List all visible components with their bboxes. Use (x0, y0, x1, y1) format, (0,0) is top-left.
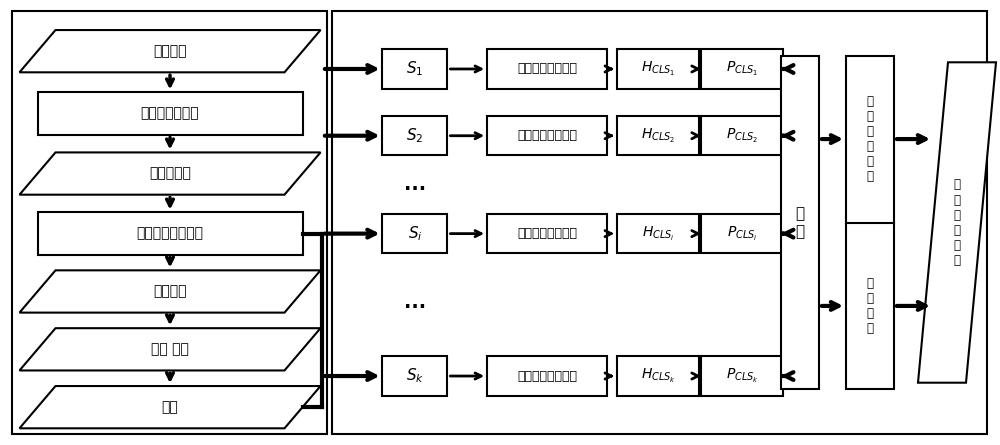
Text: 母句: 母句 (162, 400, 178, 414)
Text: 确
定
抽
取
文
本: 确 定 抽 取 文 本 (866, 95, 874, 183)
Text: 去
重
拼
接: 去 重 拼 接 (866, 277, 874, 335)
Bar (617, 356, 699, 396)
Polygon shape (20, 328, 320, 370)
Bar (701, 116, 783, 155)
Polygon shape (20, 152, 320, 195)
Bar (382, 116, 447, 155)
Bar (701, 356, 783, 396)
Text: ...: ... (404, 293, 426, 312)
Polygon shape (918, 62, 996, 383)
Bar (12, 11, 327, 434)
Text: $H_{CLS_{2}}$: $H_{CLS_{2}}$ (641, 127, 675, 145)
Polygon shape (20, 271, 320, 312)
Bar (487, 49, 607, 89)
Text: $S_{2}$: $S_{2}$ (406, 126, 424, 145)
Bar (38, 213, 302, 255)
Text: 无标点文本: 无标点文本 (149, 166, 191, 181)
Text: ...: ... (404, 175, 426, 194)
Bar (487, 116, 607, 155)
Text: $P_{CLS_{i}}$: $P_{CLS_{i}}$ (727, 225, 757, 243)
Bar (382, 214, 447, 253)
Text: 校正文本: 校正文本 (153, 284, 187, 299)
Text: 预训练的语言模型: 预训练的语言模型 (517, 227, 577, 240)
Bar (617, 214, 699, 253)
Text: 去标点符号处理: 去标点符号处理 (141, 106, 199, 121)
Text: $H_{CLS_{k}}$: $H_{CLS_{k}}$ (641, 367, 675, 385)
Text: $S_{i}$: $S_{i}$ (408, 224, 422, 243)
Text: 预训练的语言模型: 预训练的语言模型 (517, 129, 577, 142)
Text: 输
出
抽
取
文
本: 输 出 抽 取 文 本 (954, 178, 960, 267)
Bar (617, 49, 699, 89)
Bar (781, 56, 819, 389)
Text: 筛
选: 筛 选 (795, 206, 805, 239)
Bar (332, 11, 987, 434)
Text: 划分 拼接: 划分 拼接 (151, 342, 189, 356)
Text: $P_{CLS_{1}}$: $P_{CLS_{1}}$ (726, 60, 758, 78)
Text: $P_{CLS_{2}}$: $P_{CLS_{2}}$ (726, 127, 758, 145)
Text: 标点符号标注模型: 标点符号标注模型 (136, 227, 204, 241)
Text: $H_{CLS_{1}}$: $H_{CLS_{1}}$ (641, 60, 675, 78)
Bar (382, 356, 447, 396)
Text: $S_{1}$: $S_{1}$ (406, 60, 424, 78)
Bar (846, 56, 894, 389)
Bar (487, 214, 607, 253)
Bar (382, 49, 447, 89)
Text: 预训练的语言模型: 预训练的语言模型 (517, 369, 577, 383)
Bar (617, 116, 699, 155)
Bar (38, 93, 302, 134)
Text: $P_{CLS_{k}}$: $P_{CLS_{k}}$ (726, 367, 758, 385)
Bar (701, 49, 783, 89)
Text: 预训练的语言模型: 预训练的语言模型 (517, 62, 577, 76)
Text: 原始文本: 原始文本 (153, 44, 187, 58)
Polygon shape (20, 30, 320, 73)
Bar (487, 356, 607, 396)
Text: $H_{CLS_{i}}$: $H_{CLS_{i}}$ (642, 225, 674, 243)
Bar (701, 214, 783, 253)
Polygon shape (20, 386, 320, 428)
Text: $S_{k}$: $S_{k}$ (406, 367, 424, 385)
